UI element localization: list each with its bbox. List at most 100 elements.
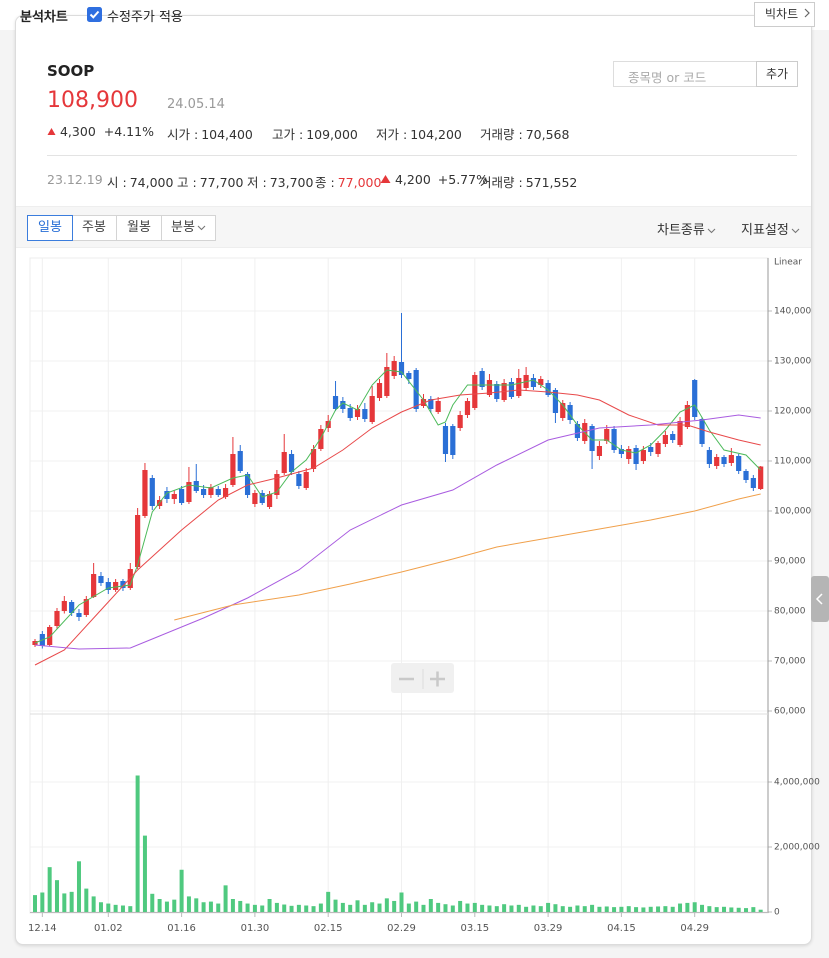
moving-average bbox=[174, 493, 761, 621]
up-arrow bbox=[380, 175, 391, 183]
candle-body bbox=[750, 478, 756, 488]
candle-body bbox=[677, 421, 683, 445]
x-tick-label: 03.29 bbox=[534, 923, 563, 934]
volume-bar bbox=[370, 902, 375, 912]
volume-bar bbox=[135, 775, 140, 912]
candle-body bbox=[684, 405, 690, 427]
candle-body bbox=[472, 375, 478, 408]
candle-body bbox=[545, 383, 551, 395]
candle-body bbox=[354, 409, 361, 417]
stat-label: 시가 : bbox=[167, 127, 199, 142]
volume-bar bbox=[164, 901, 169, 912]
candle-body bbox=[200, 489, 207, 495]
side-handle[interactable] bbox=[811, 576, 829, 622]
volume-bar bbox=[531, 905, 536, 912]
x-tick-label: 01.16 bbox=[167, 923, 196, 934]
volume-bar bbox=[142, 835, 147, 912]
candle-body bbox=[428, 399, 434, 409]
candle-body bbox=[406, 373, 412, 379]
period-tab[interactable]: 분봉 bbox=[161, 215, 216, 241]
stock-stat: 거래량 :70,568 bbox=[480, 124, 569, 143]
candle-body bbox=[186, 482, 192, 502]
candle-body bbox=[222, 488, 229, 497]
candle-body bbox=[538, 379, 544, 385]
moving-average bbox=[34, 369, 762, 644]
candle-body bbox=[699, 419, 705, 444]
candle-body bbox=[303, 472, 309, 488]
candle-body bbox=[281, 452, 287, 473]
candle-body bbox=[457, 415, 463, 428]
volume-bar bbox=[179, 869, 184, 912]
period-tab[interactable]: 일봉 bbox=[27, 215, 73, 241]
selected-stat: 시 :74,000 bbox=[107, 172, 173, 191]
candle-body bbox=[98, 576, 104, 583]
volume-bar bbox=[575, 905, 580, 912]
y-tick-label: 110,000 bbox=[774, 457, 811, 467]
candle-body bbox=[237, 451, 243, 471]
stock-stat: 고가 :109,000 bbox=[272, 124, 358, 143]
candle-body bbox=[618, 449, 624, 454]
selected-change-pct: +5.77% bbox=[437, 172, 488, 187]
candle-body bbox=[362, 409, 368, 419]
volume-bar bbox=[443, 904, 448, 912]
candle-body bbox=[266, 494, 273, 507]
volume-bar bbox=[113, 904, 118, 912]
candle-body bbox=[142, 470, 148, 516]
candle-body bbox=[450, 426, 456, 455]
add-button[interactable]: 추가 bbox=[756, 61, 798, 87]
zoom-control[interactable] bbox=[391, 663, 454, 693]
volume-bar bbox=[157, 899, 162, 912]
volume-bar bbox=[670, 906, 675, 912]
selected-volume-label: 거래량 : bbox=[480, 175, 523, 190]
candle-body bbox=[369, 396, 375, 422]
x-tick-label: 04.15 bbox=[607, 923, 636, 934]
tab-label: 주봉 bbox=[82, 220, 106, 235]
volume-bar bbox=[524, 906, 529, 912]
stat-value: 109,000 bbox=[306, 127, 358, 142]
volume-bar bbox=[663, 906, 668, 912]
candle-body bbox=[252, 493, 258, 504]
volume-bar bbox=[641, 907, 646, 912]
candle-body bbox=[435, 401, 441, 412]
chart-menu[interactable]: 지표설정 bbox=[741, 219, 800, 238]
stat-label: 저 : bbox=[247, 175, 267, 190]
stock-price: 108,900 bbox=[47, 88, 138, 113]
chart-menu[interactable]: 차트종류 bbox=[657, 219, 716, 238]
big-chart-label: 빅차트 bbox=[765, 7, 799, 21]
volume-bar bbox=[729, 907, 734, 912]
up-arrow-path bbox=[47, 128, 56, 135]
y-tick-label: 80,000 bbox=[774, 607, 806, 617]
candle-body bbox=[508, 382, 515, 397]
volume-bar bbox=[714, 907, 719, 912]
volume-bar bbox=[568, 906, 573, 912]
selected-volume-value: 571,552 bbox=[525, 175, 578, 190]
period-tab[interactable]: 주봉 bbox=[71, 215, 117, 241]
candle-body bbox=[215, 489, 221, 495]
candle-body bbox=[208, 487, 214, 495]
tab-label: 월봉 bbox=[127, 220, 151, 235]
selected-date: 23.12.19 bbox=[47, 172, 103, 187]
checkbox-label[interactable]: 수정주가 적용 bbox=[107, 10, 183, 25]
period-tab[interactable]: 월봉 bbox=[116, 215, 162, 241]
volume-bar bbox=[47, 867, 52, 912]
candle-body bbox=[164, 491, 170, 499]
candle-body bbox=[530, 378, 537, 387]
big-chart-button[interactable]: 빅차트 bbox=[754, 2, 815, 27]
volume-bar bbox=[128, 906, 133, 912]
volume-bar bbox=[91, 896, 96, 912]
volume-bar bbox=[428, 899, 433, 912]
volume-bar bbox=[289, 905, 294, 912]
up-arrow bbox=[47, 128, 56, 135]
checkbox[interactable] bbox=[87, 7, 102, 22]
volume-bar bbox=[245, 903, 250, 912]
volume-bar bbox=[744, 908, 749, 912]
volume-bar bbox=[414, 901, 419, 912]
volume-bar bbox=[377, 903, 382, 912]
volume-bar bbox=[722, 906, 727, 912]
volume-bar bbox=[54, 880, 59, 912]
candle-body bbox=[442, 426, 449, 454]
candle-body bbox=[589, 426, 595, 451]
candle-body bbox=[486, 380, 493, 395]
candle-body bbox=[376, 383, 383, 398]
